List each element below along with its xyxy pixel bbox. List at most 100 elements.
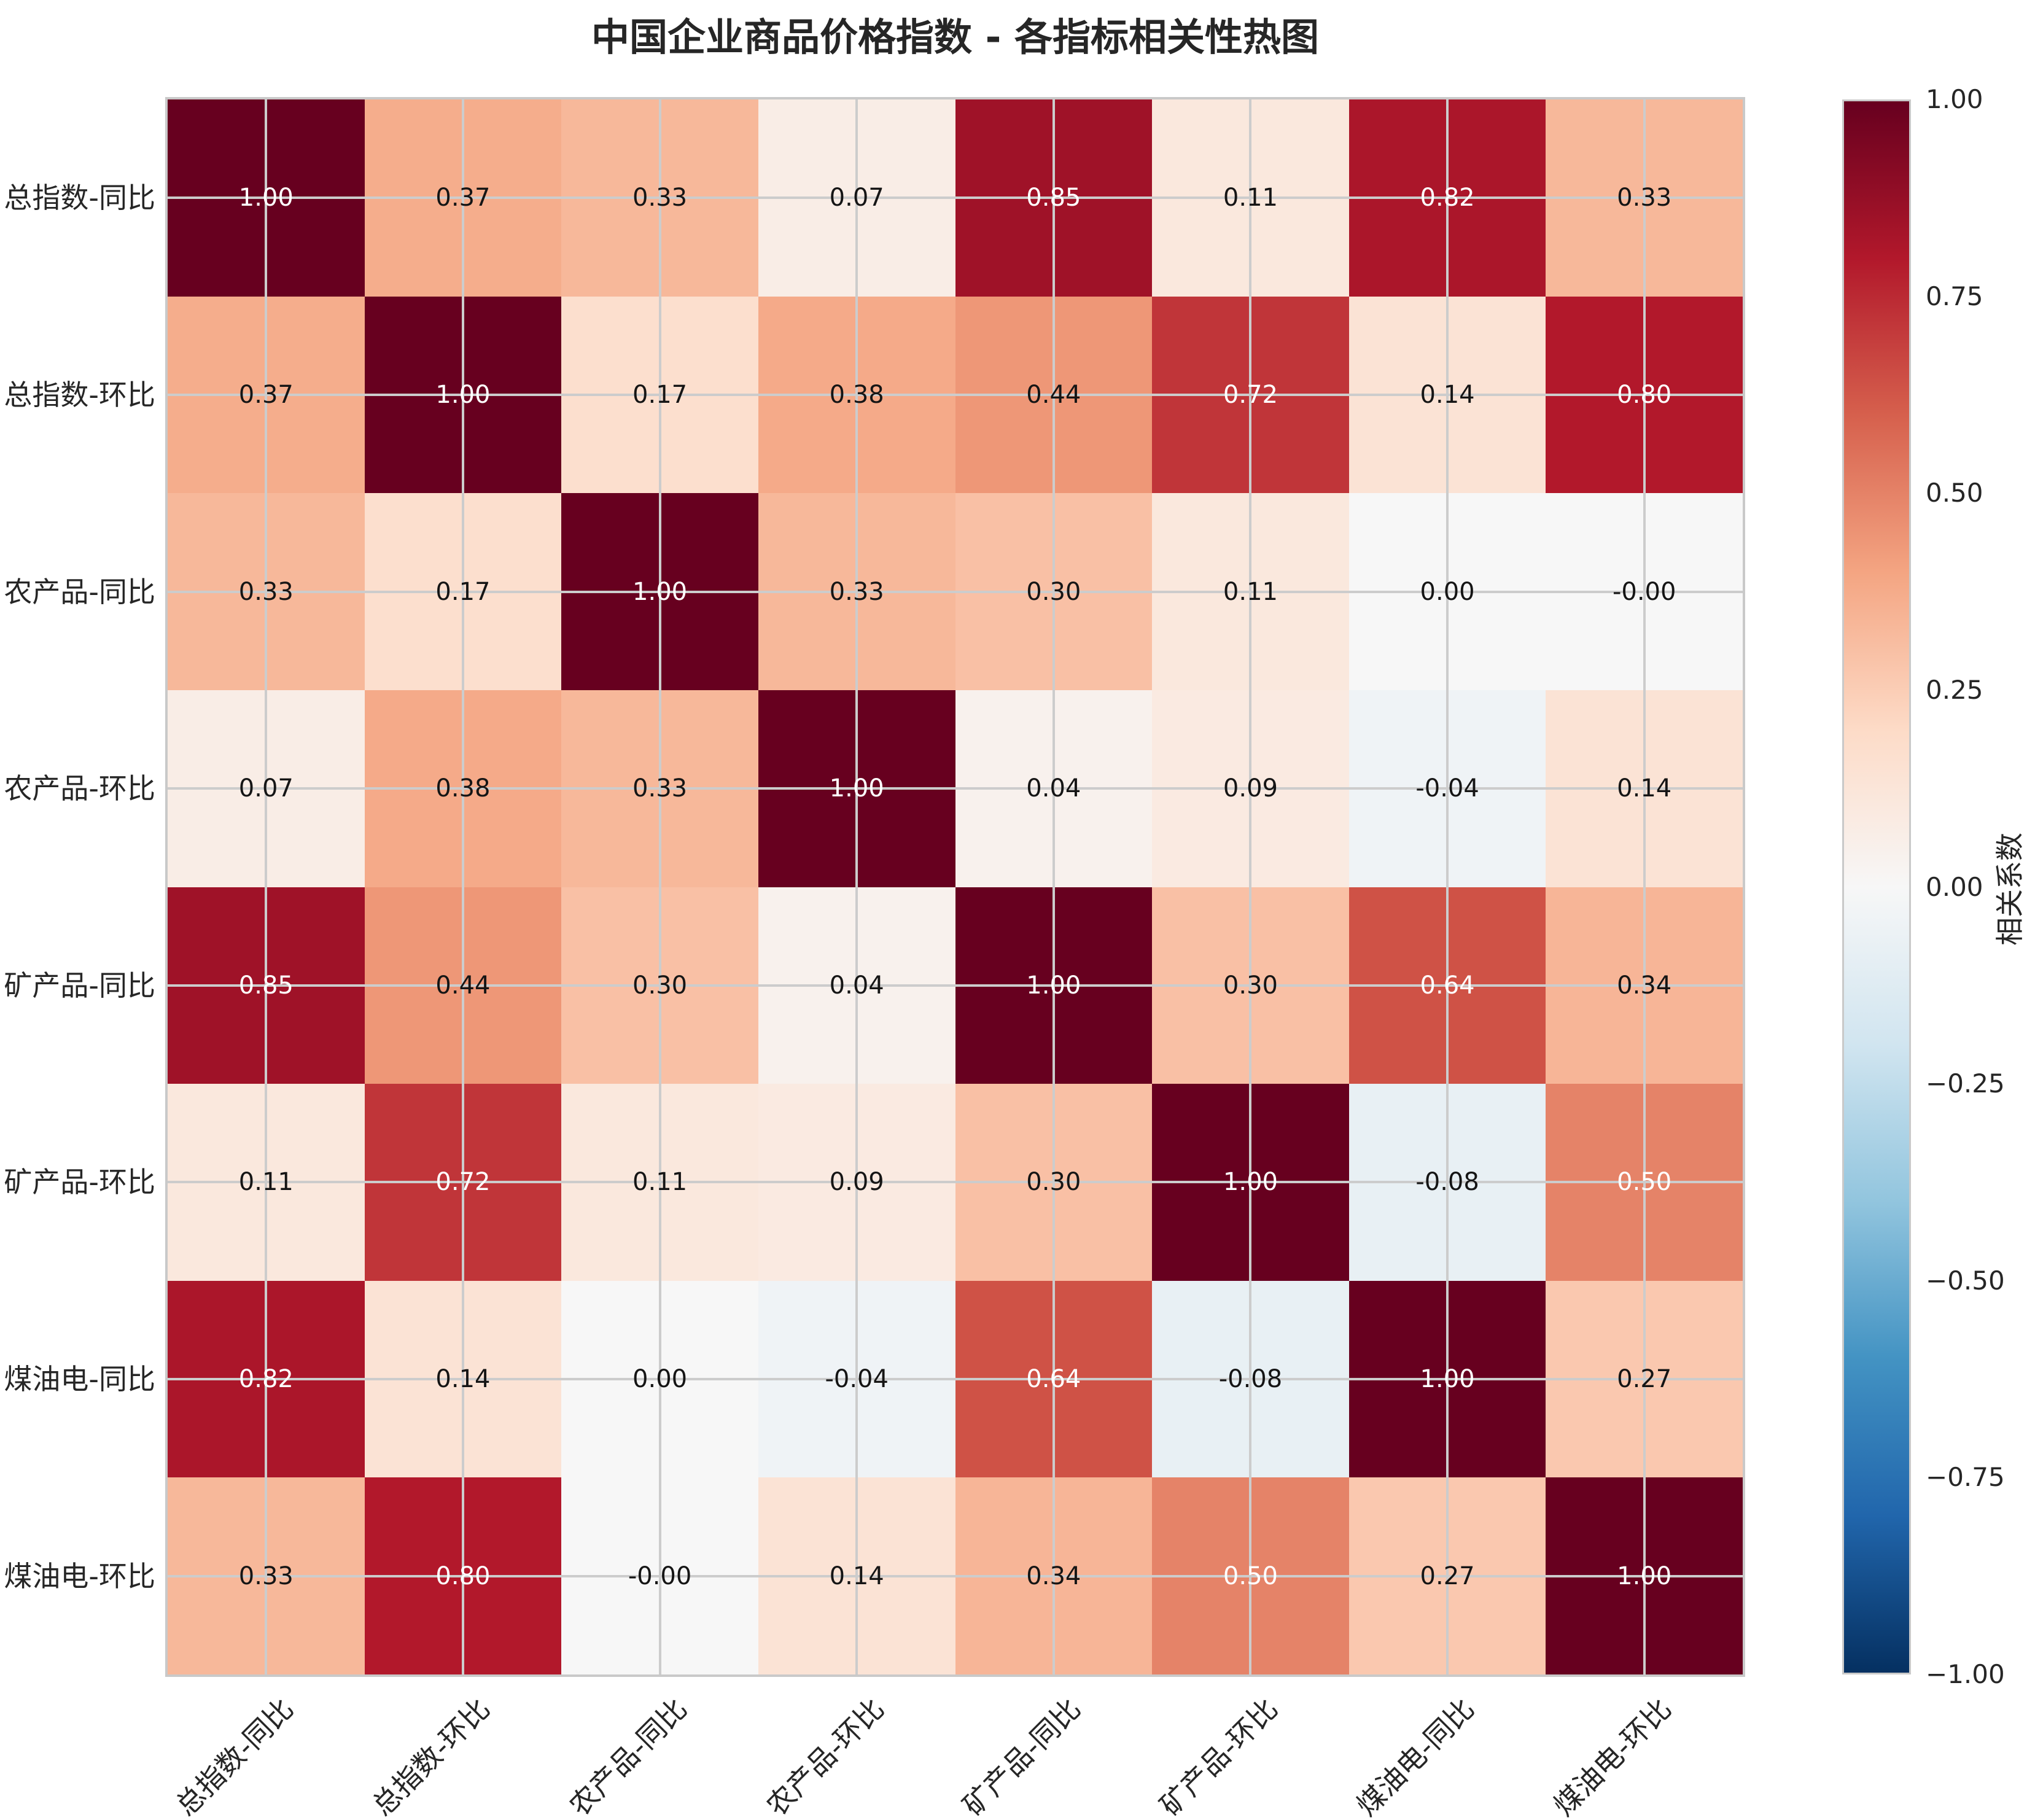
heatmap-cell-value: 0.38 [435, 774, 491, 803]
colorbar-tick-label: −0.50 [1926, 1265, 2005, 1296]
colorbar-tick-label: −1.00 [1926, 1659, 2005, 1689]
heatmap-cell-value: 0.50 [1617, 1168, 1672, 1197]
heatmap-cell-value: 0.85 [1026, 184, 1081, 212]
heatmap-cell-value: 0.11 [1223, 184, 1278, 212]
y-tick-label: 农产品-环比 [4, 772, 155, 806]
grid-line-vertical [1249, 99, 1252, 1674]
x-tick-label: 总指数-环比 [365, 1692, 497, 1820]
grid-line-horizontal [168, 1378, 1743, 1381]
colorbar-tick-label: 0.00 [1926, 871, 1983, 902]
grid-line-vertical [1052, 99, 1055, 1674]
colorbar-axis-label: 相关系数 [1993, 832, 2026, 946]
x-tick-label: 煤油电-同比 [1350, 1692, 1481, 1820]
heatmap-cell-value: 0.14 [829, 1561, 884, 1590]
heatmap-cell-value: 0.30 [632, 971, 688, 1000]
y-tick-label: 煤油电-同比 [4, 1363, 155, 1396]
heatmap-cell-value: 0.11 [238, 1168, 294, 1197]
x-tick-label: 农产品-同比 [562, 1692, 694, 1820]
heatmap-cell-value: 0.72 [435, 1168, 491, 1197]
heatmap-cell-value: 1.00 [435, 380, 491, 409]
grid-line-horizontal [168, 196, 1743, 200]
grid-line-horizontal [168, 590, 1743, 593]
grid-line-horizontal [168, 787, 1743, 790]
heatmap-cell-value: -0.04 [825, 1365, 889, 1394]
grid-line-horizontal [168, 1574, 1743, 1577]
heatmap-cell-value: 0.33 [632, 184, 688, 212]
heatmap-cell-value: 0.33 [238, 577, 294, 606]
colorbar-gradient [1842, 99, 1911, 1674]
colorbar-tick-label: 0.50 [1926, 478, 1983, 508]
x-tick-label: 矿产品-同比 [956, 1692, 1088, 1820]
heatmap-cell-value: 0.33 [238, 1561, 294, 1590]
grid-line-vertical [265, 99, 268, 1674]
heatmap-cell-value: 0.37 [435, 184, 491, 212]
heatmap-cell-value: -0.00 [628, 1561, 692, 1590]
heatmap-cell-value: 1.00 [1026, 971, 1081, 1000]
heatmap-cell-value: 1.00 [238, 184, 294, 212]
y-tick-label: 煤油电-环比 [4, 1559, 155, 1593]
colorbar-tick-label: 0.75 [1926, 281, 1983, 311]
y-tick-label: 矿产品-环比 [4, 1165, 155, 1199]
grid-line-vertical [658, 99, 661, 1674]
heatmap-cell-value: 0.44 [1026, 380, 1081, 409]
colorbar-tick-label: −0.25 [1926, 1068, 2005, 1099]
heatmap-cell-value: 0.38 [829, 380, 884, 409]
colorbar-tick-label: −0.75 [1926, 1462, 2005, 1493]
grid-line-horizontal [168, 1181, 1743, 1184]
y-tick-label: 农产品-同比 [4, 575, 155, 609]
heatmap-cell-value: 0.44 [435, 971, 491, 1000]
heatmap-cell-value: 0.80 [1617, 380, 1672, 409]
heatmap-cell-value: 0.33 [1617, 184, 1672, 212]
grid-line-vertical [855, 99, 858, 1674]
heatmap-cell-value: -0.08 [1218, 1365, 1283, 1394]
heatmap-cell-value: -0.00 [1612, 577, 1676, 606]
grid-line-horizontal [168, 984, 1743, 987]
heatmap-cell-value: 0.09 [1223, 774, 1278, 803]
grid-line-vertical [1643, 99, 1646, 1674]
heatmap-cell-value: 0.14 [435, 1365, 491, 1394]
heatmap-cell-value: 0.00 [632, 1365, 688, 1394]
heatmap-cell-value: 0.14 [1420, 380, 1475, 409]
colorbar-tick-label: 1.00 [1926, 84, 1983, 114]
heatmap-cell-value: -0.04 [1415, 774, 1479, 803]
grid-line-vertical [461, 99, 464, 1674]
heatmap-cell-value: 1.00 [1223, 1168, 1278, 1197]
heatmap-cell-value: 0.82 [238, 1365, 294, 1394]
heatmap-cell-value: 0.64 [1420, 971, 1475, 1000]
heatmap-cell-value: 0.80 [435, 1561, 491, 1590]
heatmap-cell-value: 0.30 [1223, 971, 1278, 1000]
heatmap-cell-value: 0.04 [829, 971, 884, 1000]
heatmap-cell-value: 0.07 [829, 184, 884, 212]
chart-title: 中国企业商品价格指数 - 各指标相关性热图 [591, 15, 1319, 60]
heatmap-cell-value: 0.14 [1617, 774, 1672, 803]
heatmap-cell-value: 0.00 [1420, 577, 1475, 606]
heatmap-cell-value: 1.00 [632, 577, 688, 606]
heatmap-cell-value: 0.27 [1420, 1561, 1475, 1590]
grid-line-horizontal [168, 393, 1743, 396]
heatmap-cell-value: 0.27 [1617, 1365, 1672, 1394]
heatmap-cell-value: 0.11 [1223, 577, 1278, 606]
heatmap-cell-value: 0.72 [1223, 380, 1278, 409]
heatmap-cell-value: 0.09 [829, 1168, 884, 1197]
y-tick-label: 总指数-环比 [4, 378, 155, 411]
heatmap-cell-value: 0.33 [829, 577, 884, 606]
colorbar-tick-label: 0.25 [1926, 674, 1983, 705]
y-tick-label: 矿产品-同比 [4, 968, 155, 1002]
heatmap-cell-value: 1.00 [1617, 1561, 1672, 1590]
grid-line-vertical [1446, 99, 1449, 1674]
heatmap-cell-value: 1.00 [829, 774, 884, 803]
heatmap-cell-value: 0.11 [632, 1168, 688, 1197]
heatmap-cell-value: 0.34 [1617, 971, 1672, 1000]
heatmap-cell-value: 0.17 [435, 577, 491, 606]
heatmap-cell-value: 0.17 [632, 380, 688, 409]
heatmap-cell-value: 0.33 [632, 774, 688, 803]
heatmap-cell-value: 0.64 [1026, 1365, 1081, 1394]
x-tick-label: 农产品-环比 [760, 1692, 890, 1820]
heatmap-cell-value: 0.50 [1223, 1561, 1278, 1590]
heatmap-cell-value: 0.82 [1420, 184, 1475, 212]
x-tick-label: 总指数-同比 [169, 1692, 300, 1820]
x-tick-label: 煤油电-环比 [1547, 1692, 1678, 1820]
y-tick-label: 总指数-同比 [4, 181, 155, 215]
heatmap-cell-value: 0.07 [238, 774, 294, 803]
